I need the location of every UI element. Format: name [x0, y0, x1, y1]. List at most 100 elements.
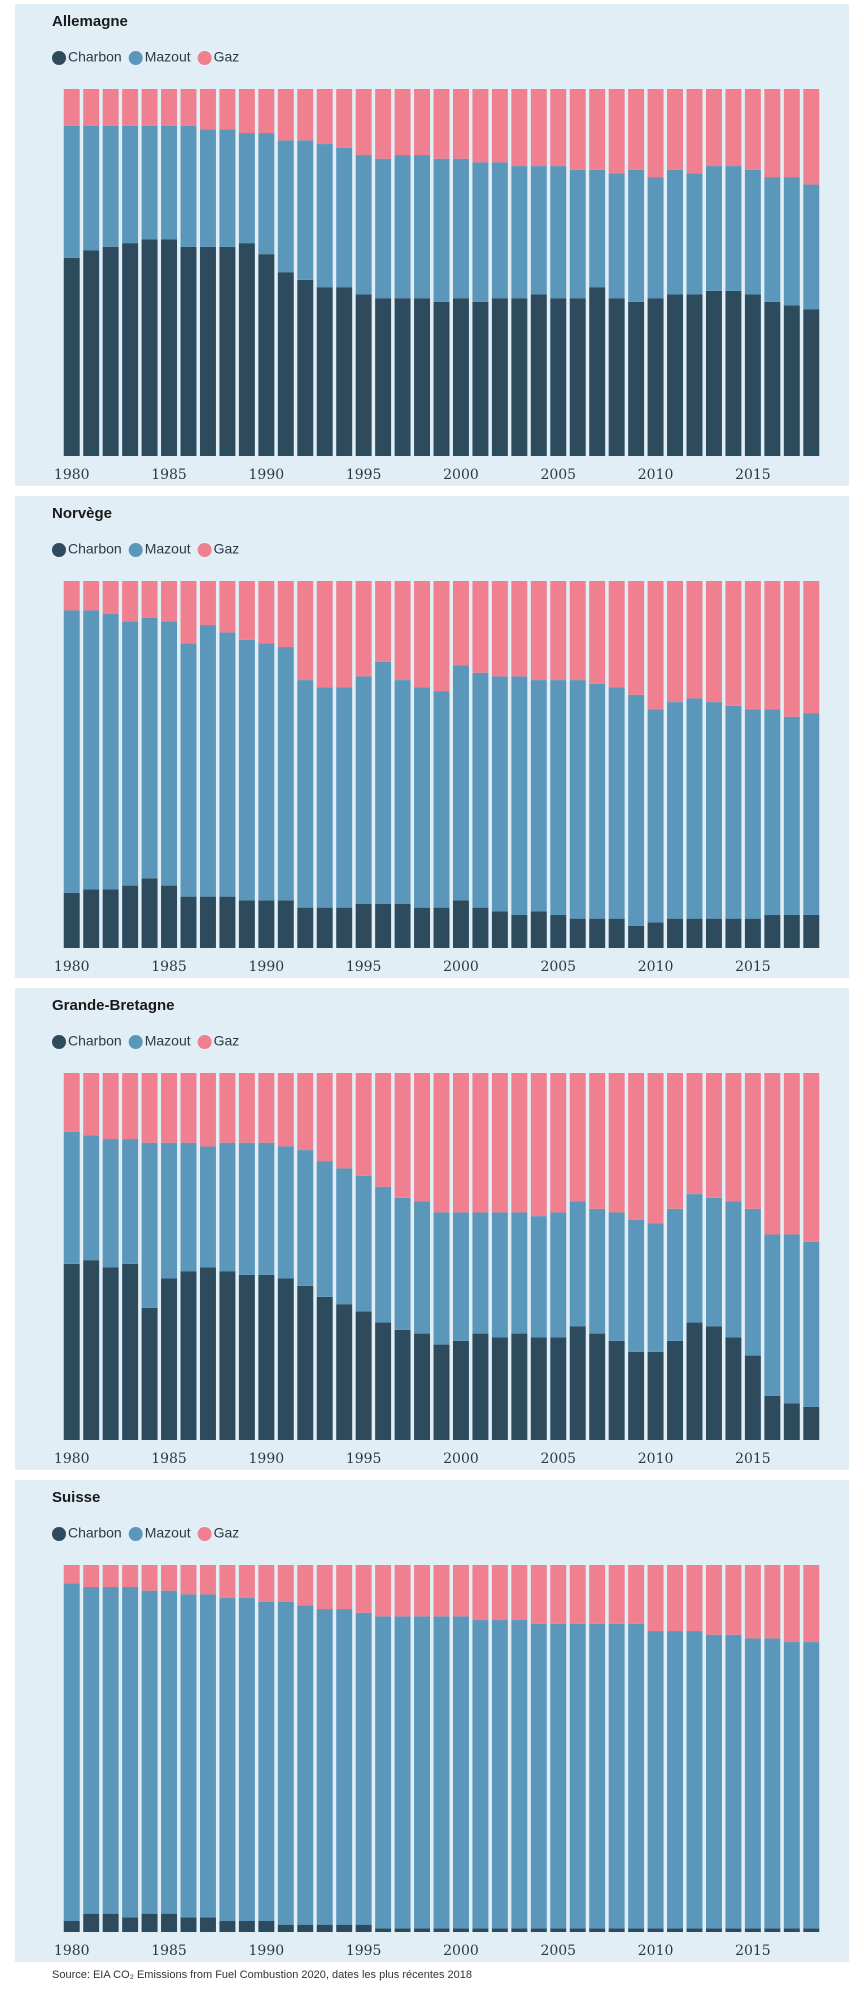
bar-segment	[414, 581, 431, 688]
legend-label: Charbon	[68, 1033, 122, 1049]
bar-segment	[122, 1587, 139, 1918]
bar-segment	[102, 1267, 119, 1440]
bar-segment	[83, 250, 100, 456]
bar-segment	[375, 1073, 392, 1187]
x-tick-label: 1980	[54, 467, 90, 483]
x-tick-label: 1990	[249, 959, 285, 975]
bar-segment	[608, 1623, 625, 1929]
bar-segment	[725, 1337, 742, 1440]
bar-segment	[63, 257, 80, 456]
bar-segment	[375, 1186, 392, 1323]
legend-marker	[52, 1035, 66, 1049]
bar-segment	[375, 1322, 392, 1440]
bar-segment	[472, 1073, 489, 1213]
bar-segment	[511, 1565, 528, 1621]
bar-segment	[238, 1274, 255, 1440]
bar-segment	[336, 147, 353, 288]
bar-segment	[608, 89, 625, 174]
bar-segment	[355, 1565, 372, 1613]
bar-segment	[725, 290, 742, 456]
legend-label: Gaz	[214, 541, 240, 557]
bar-segment	[63, 1131, 80, 1264]
bar-segment	[628, 169, 645, 302]
bar-segment	[161, 885, 178, 948]
bar-segment	[414, 907, 431, 948]
legend-label: Mazout	[145, 1033, 191, 1049]
bar-segment	[83, 1565, 100, 1588]
legend-marker	[197, 51, 212, 65]
bar-segment	[550, 914, 567, 948]
bar-segment	[647, 709, 664, 923]
bar-segment	[686, 1322, 703, 1440]
bar-segment	[122, 125, 139, 244]
bar-segment	[258, 133, 275, 255]
bar-segment	[744, 1208, 761, 1356]
bar-segment	[277, 1278, 294, 1440]
bar-segment	[705, 290, 722, 456]
bar-segment	[394, 1197, 411, 1330]
bar-segment	[725, 1073, 742, 1202]
bar-segment	[102, 889, 119, 948]
bar-segment	[433, 581, 450, 692]
bar-segment	[258, 89, 275, 134]
chart-panel: Suisse Charbon Mazout Gaz 1980 1985 1990 1995 20…	[15, 1480, 849, 1962]
bar-segment	[141, 581, 158, 618]
x-tick-label: 1985	[151, 959, 187, 975]
bar-segment	[433, 89, 450, 159]
x-tick-label: 2000	[443, 1451, 479, 1467]
bar-segment	[647, 89, 664, 178]
bar-segment	[355, 1073, 372, 1176]
bar-segment	[161, 1278, 178, 1440]
bar-segment	[316, 287, 333, 456]
bar-segment	[452, 298, 469, 456]
bar-segment	[550, 298, 567, 456]
bar-segment	[161, 1590, 178, 1914]
bar-segment	[122, 1073, 139, 1140]
bar-segment	[589, 918, 606, 948]
bar-segment	[238, 900, 255, 948]
bar-segment	[316, 1161, 333, 1297]
bar-segment	[375, 1616, 392, 1929]
x-tick-label: 2015	[735, 1943, 771, 1959]
bar-segment	[297, 680, 314, 908]
bar-segment	[375, 298, 392, 456]
bar-segment	[355, 155, 372, 295]
bar-segment	[122, 1139, 139, 1264]
bar-segment	[550, 1565, 567, 1624]
bar-segment	[667, 702, 684, 919]
bar-segment	[316, 687, 333, 908]
bar-segment	[452, 1212, 469, 1341]
bar-segment	[628, 1928, 645, 1932]
bar-segment	[628, 925, 645, 948]
bar-segment	[433, 301, 450, 456]
bar-segment	[589, 1073, 606, 1209]
bar-segment	[238, 1920, 255, 1932]
bar-segment	[161, 621, 178, 886]
bar-segment	[433, 1344, 450, 1440]
bar-segment	[628, 1219, 645, 1352]
bar-segment	[764, 1073, 781, 1235]
bar-segment	[219, 89, 236, 130]
bar-segment	[569, 89, 586, 170]
bar-segment	[277, 89, 294, 141]
bar-segment	[180, 125, 197, 247]
bar-segment	[141, 125, 158, 240]
x-tick-label: 1985	[151, 467, 187, 483]
bar-segment	[550, 680, 567, 915]
bar-segment	[550, 1212, 567, 1338]
bar-segment	[414, 1928, 431, 1932]
bar-segment	[336, 1304, 353, 1440]
legend-marker	[197, 1527, 212, 1541]
bar-segment	[530, 1337, 547, 1440]
bar-segment	[569, 1073, 586, 1202]
bar-segment	[705, 1634, 722, 1929]
bar-segment	[355, 89, 372, 156]
bar-segment	[783, 1234, 800, 1404]
x-tick-label: 2010	[638, 1451, 674, 1467]
bar-segment	[530, 581, 547, 681]
bar-segment	[569, 1928, 586, 1932]
bar-segment	[355, 581, 372, 677]
legend-marker	[128, 1035, 143, 1049]
bar-segment	[472, 907, 489, 948]
bar-segment	[569, 581, 586, 681]
